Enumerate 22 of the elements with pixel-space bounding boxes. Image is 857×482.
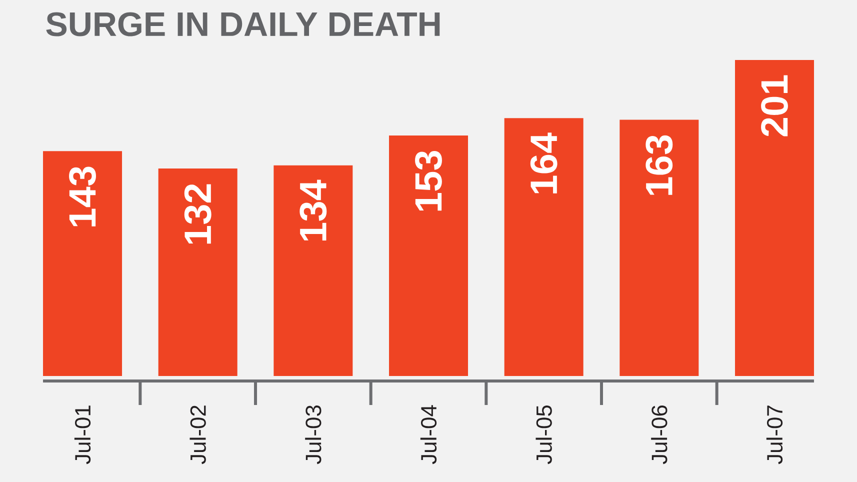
data-label: 132	[184, 184, 212, 244]
x-tick-label: Jul-04	[420, 405, 437, 464]
bar	[620, 120, 699, 376]
bar	[274, 165, 353, 376]
bar	[389, 135, 468, 376]
x-tick-label: Jul-01	[74, 406, 91, 464]
x-tick-label: Jul-07	[766, 406, 783, 464]
x-tick-label: Jul-06	[651, 405, 668, 464]
x-tick-label: Jul-03	[305, 405, 322, 464]
bar	[735, 60, 814, 376]
data-label: 164	[530, 132, 558, 194]
bar	[158, 168, 238, 376]
chart-title: SURGE IN DAILY DEATH	[46, 12, 440, 36]
bar	[504, 118, 584, 376]
data-label: 134	[300, 180, 327, 241]
bar	[43, 151, 122, 376]
data-label: 201	[761, 75, 788, 136]
x-tick-label: Jul-02	[190, 406, 206, 464]
x-tick-label: Jul-05	[536, 405, 552, 464]
data-label: 163	[646, 135, 673, 195]
data-label: 153	[415, 151, 442, 211]
data-label: 143	[69, 166, 96, 226]
